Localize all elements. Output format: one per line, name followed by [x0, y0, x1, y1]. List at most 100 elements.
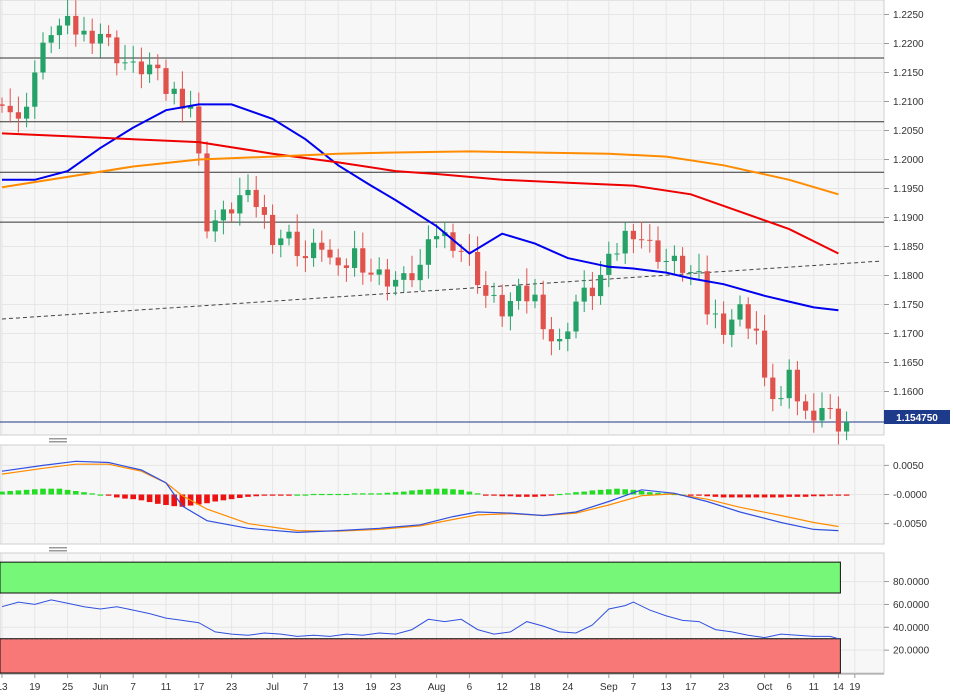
candle-bullish	[696, 271, 702, 273]
macd-bar-negative	[507, 494, 514, 497]
rsi-tick-label: 20.0000	[893, 646, 930, 657]
macd-bar-negative	[835, 494, 842, 496]
candle-bullish	[237, 195, 243, 214]
macd-bar-negative	[548, 494, 555, 496]
macd-bar-negative	[171, 494, 177, 507]
candle-bearish	[294, 231, 300, 257]
macd-bar-negative	[712, 494, 719, 497]
time-tick-label: 19	[365, 682, 377, 693]
candle-bearish	[15, 112, 21, 119]
macd-bar-positive	[302, 494, 309, 496]
candle-bullish	[147, 64, 153, 75]
macd-bar-negative	[688, 494, 694, 496]
candle-bearish	[261, 207, 267, 215]
time-tick-label: 6	[467, 682, 473, 693]
horizontal-levels	[0, 57, 884, 423]
macd-bar-negative	[228, 494, 235, 500]
candle-bullish	[532, 294, 538, 302]
time-tick-label: 13	[661, 682, 673, 693]
macd-bar-negative	[770, 494, 776, 498]
price-tick-label: 1.1650	[893, 358, 924, 369]
candle-bullish	[565, 331, 571, 340]
rsi-overbought-zone	[0, 561, 841, 594]
macd-bar-negative	[819, 494, 825, 497]
macd-bar-negative	[696, 494, 702, 496]
candle-bearish	[762, 330, 768, 378]
candle-bearish	[155, 64, 161, 69]
candle-bearish	[794, 369, 800, 402]
time-tick-label: 7	[130, 682, 136, 693]
candle-bullish	[122, 62, 128, 64]
macd-bar-negative	[114, 494, 120, 498]
candle-bearish	[466, 251, 472, 253]
price-pane: 1.2250 1.2200 1.2150 1.2100 1.2050 1.2000 1.19…	[0, 0, 950, 446]
macd-bar-negative	[491, 494, 497, 496]
macd-bar-positive	[351, 493, 358, 495]
time-tick-label: 7	[631, 682, 637, 693]
price-tick-label: 1.2100	[893, 97, 924, 108]
price-tick-label: 1.2000	[893, 155, 924, 166]
macd-bar-positive	[97, 494, 104, 496]
candle-bearish	[106, 33, 112, 38]
macd-pane-resize-handle[interactable]	[49, 547, 67, 552]
candle-bearish	[770, 377, 776, 400]
time-tick-label: 13	[0, 682, 8, 693]
candle-bearish	[721, 313, 727, 335]
rsi-zones	[0, 561, 841, 674]
macd-bar-positive	[48, 488, 54, 495]
macd-bar-positive	[638, 491, 645, 495]
candle-bearish	[253, 189, 259, 208]
macd-bar-negative	[122, 494, 128, 499]
macd-bar-positive	[581, 491, 587, 495]
macd-histogram	[0, 488, 850, 507]
candle-bullish	[712, 313, 718, 315]
macd-bar-negative	[261, 494, 268, 496]
macd-bar-positive	[622, 489, 628, 495]
candle-bullish	[278, 238, 284, 246]
macd-bar-positive	[597, 489, 604, 495]
candle-bullish	[786, 369, 792, 399]
candle-bearish	[384, 269, 390, 287]
time-tick-label: 18	[529, 682, 541, 693]
macd-bar-positive	[343, 493, 350, 496]
candle-bullish	[622, 230, 628, 254]
macd-bar-positive	[401, 491, 407, 495]
macd-bar-positive	[32, 489, 38, 495]
macd-bar-positive	[442, 488, 448, 495]
price-tick-label: 1.1600	[893, 387, 924, 398]
macd-bar-negative	[778, 494, 784, 498]
price-tick-label: 1.2250	[893, 10, 924, 21]
candle-bearish	[270, 214, 276, 246]
candle-bullish	[311, 242, 317, 259]
candle-bearish	[647, 239, 653, 241]
macd-bar-positive	[327, 493, 333, 496]
candle-bearish	[163, 68, 169, 94]
rsi-axis: 80.0000 60.0000 40.0000 20.0000	[884, 577, 930, 657]
price-tick-label: 1.2050	[893, 126, 924, 137]
candle-bullish	[557, 339, 563, 342]
candle-bullish	[352, 248, 358, 268]
macd-bar-positive	[15, 490, 22, 495]
macd-bar-negative	[811, 494, 817, 497]
candle-bearish	[73, 15, 79, 35]
price-pane-resize-handle[interactable]	[49, 438, 67, 443]
rsi-line-path	[1, 599, 839, 640]
macd-bar-positive	[573, 492, 579, 495]
candle-bearish	[204, 153, 210, 232]
macd-pane: 0.0050 -0.0000 -0.0050	[0, 444, 927, 545]
candle-bullish	[286, 231, 292, 239]
candle-bearish	[229, 209, 235, 214]
candle-bullish	[48, 35, 54, 43]
candle-bullish	[97, 33, 103, 44]
candle-bullish	[65, 15, 71, 26]
candle-bearish	[589, 287, 595, 297]
candle-bullish	[671, 255, 677, 261]
candle-bullish	[729, 319, 735, 335]
macd-bar-positive	[81, 492, 87, 495]
candle-bullish	[434, 236, 440, 240]
macd-bar-negative	[524, 494, 530, 497]
candle-bearish	[179, 88, 185, 109]
time-tick-label: 23	[718, 682, 730, 693]
macd-bar-positive	[565, 493, 571, 495]
